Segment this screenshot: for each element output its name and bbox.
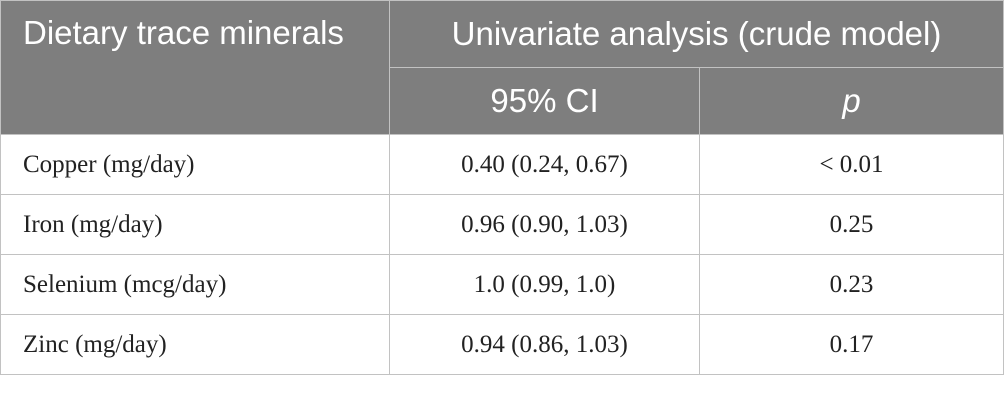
table-header: Dietary trace minerals Univariate analys… (0, 0, 1005, 135)
table-row: Zinc (mg/day) 0.94 (0.86, 1.03) 0.17 (0, 314, 1005, 375)
header-row-sub: 95% CI p (1, 67, 1005, 135)
trace-minerals-table: Dietary trace minerals Univariate analys… (0, 0, 1005, 375)
cell-ci: 0.96 (0.90, 1.03) (389, 194, 700, 255)
table-body: Copper (mg/day) 0.40 (0.24, 0.67) < 0.01… (0, 134, 1005, 375)
table-row: Iron (mg/day) 0.96 (0.90, 1.03) 0.25 (0, 194, 1005, 255)
header-row-top: Dietary trace minerals Univariate analys… (0, 0, 1005, 135)
cell-p: < 0.01 (698, 134, 1005, 195)
header-95-ci: 95% CI (389, 67, 700, 135)
cell-mineral: Iron (mg/day) (0, 194, 390, 255)
cell-mineral: Selenium (mcg/day) (0, 254, 390, 315)
header-p-value: p (698, 67, 1005, 135)
cell-ci: 0.40 (0.24, 0.67) (389, 134, 700, 195)
cell-ci: 1.0 (0.99, 1.0) (389, 254, 700, 315)
header-univariate-analysis: Univariate analysis (crude model) (388, 0, 1005, 68)
cell-mineral: Zinc (mg/day) (0, 314, 390, 375)
header-dietary-trace-minerals: Dietary trace minerals (0, 0, 390, 135)
cell-ci: 0.94 (0.86, 1.03) (389, 314, 700, 375)
cell-p: 0.23 (698, 254, 1005, 315)
cell-p: 0.25 (698, 194, 1005, 255)
table-row: Copper (mg/day) 0.40 (0.24, 0.67) < 0.01 (0, 134, 1005, 195)
cell-mineral: Copper (mg/day) (0, 134, 390, 195)
table-row: Selenium (mcg/day) 1.0 (0.99, 1.0) 0.23 (0, 254, 1005, 315)
cell-p: 0.17 (698, 314, 1005, 375)
